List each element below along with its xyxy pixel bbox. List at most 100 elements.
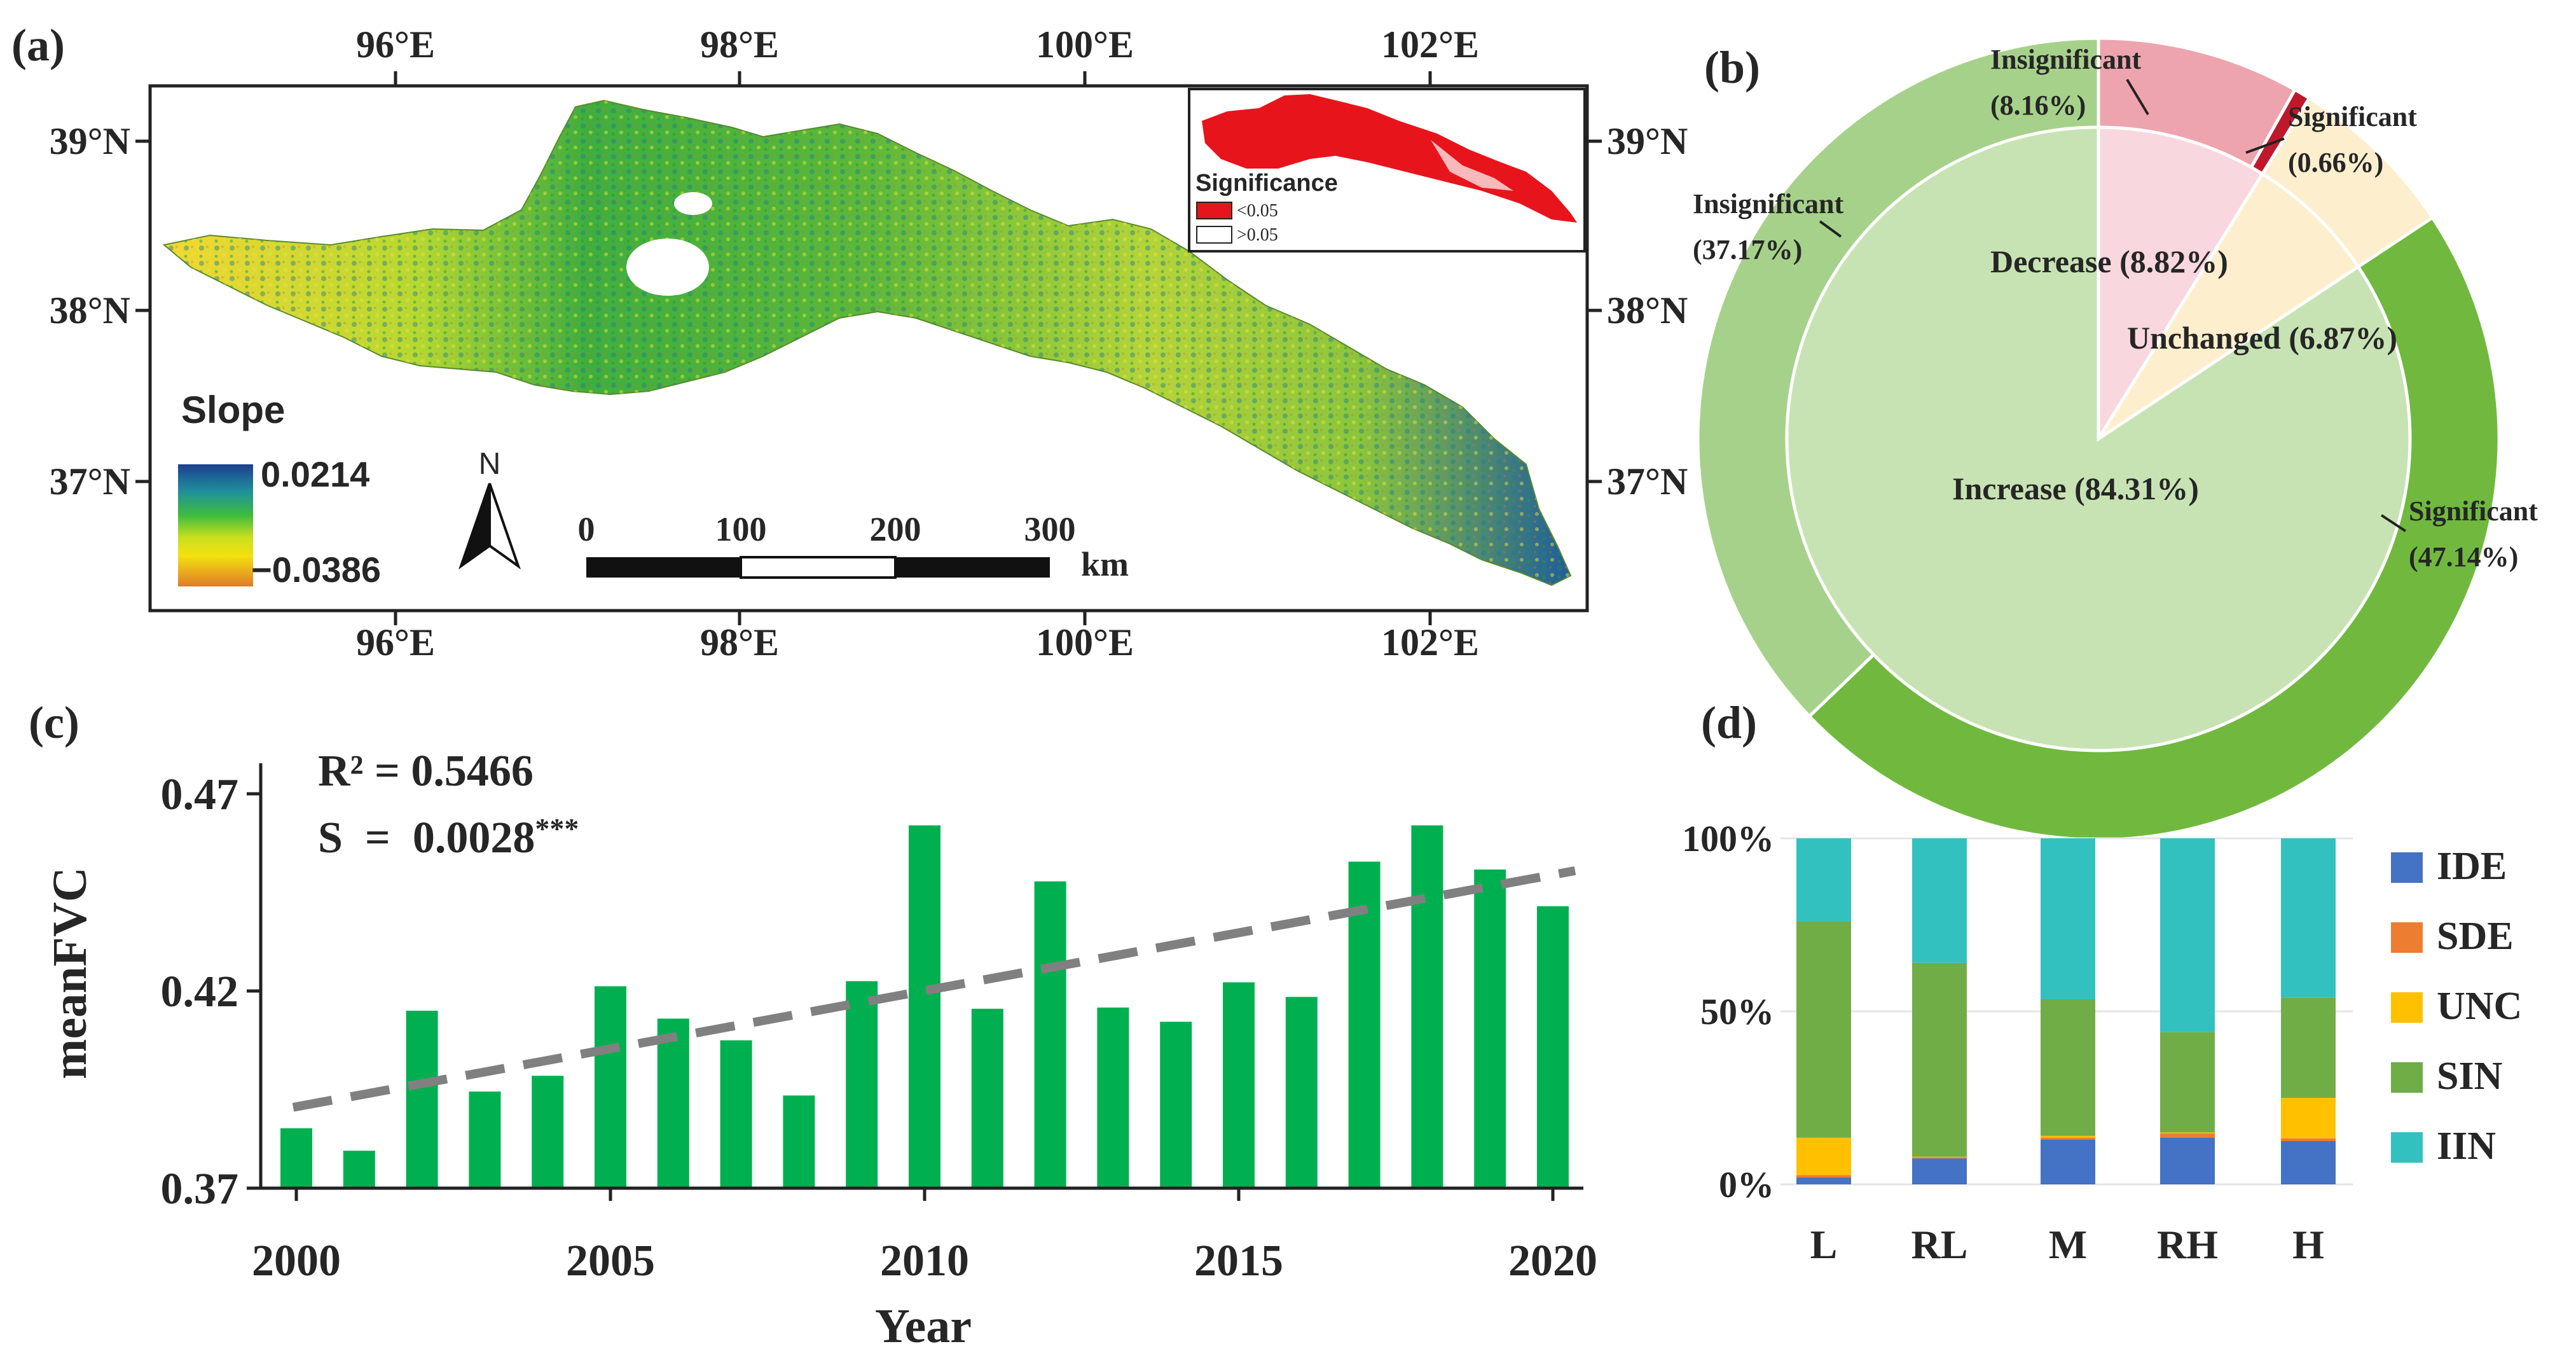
stack-segment	[1796, 1177, 1851, 1184]
stack-segment	[2281, 1098, 2336, 1139]
lon-tick-top: 100°E	[1036, 24, 1134, 66]
callout-line	[2126, 78, 2149, 116]
stack-legend-label: SDE	[2437, 915, 2514, 958]
slope-legend-title: Slope	[181, 389, 285, 431]
fvc-axes	[259, 763, 1583, 1190]
callout-line	[2380, 514, 2407, 532]
panel-a: (a) 96°E 98°E 100°E 102°E 96°E 98°E	[11, 20, 1688, 663]
slope-annotation-value: S = 0.0028	[318, 814, 535, 863]
panel-c-label: (c)	[29, 697, 79, 748]
panel-c: (c) 0.37 0.42 0.47 2000 2005 2010 2015 2020 me…	[29, 697, 1597, 1353]
fvc-bar	[595, 986, 626, 1188]
stack-segment	[2281, 1141, 2336, 1184]
scale-bar: 0 100 200 300 km	[578, 510, 1129, 583]
slope-colorbar	[178, 464, 253, 586]
stack-legend-swatch	[2391, 992, 2423, 1023]
stack-segment	[1912, 1158, 1967, 1184]
fvc-bar	[406, 1011, 438, 1188]
fvc-bar	[469, 1091, 501, 1188]
fvc-y-tick-label: 0.37	[161, 1165, 239, 1214]
stack-y-tick-label: 100%	[1682, 818, 1774, 859]
lat-tick-right: 38°N	[1607, 289, 1688, 331]
fvc-bar	[1034, 881, 1066, 1188]
fvc-y-tick-label: 0.42	[161, 967, 239, 1016]
lon-tick-bottom: 100°E	[1036, 621, 1134, 663]
callout-name: Insignificant	[1693, 188, 1844, 219]
stack-segment	[2281, 838, 2336, 998]
fvc-y-tick-label: 0.47	[161, 770, 239, 819]
panel-a-label: (a)	[11, 20, 65, 71]
stack-x-tick-label: RH	[2157, 1222, 2218, 1267]
panel-d-label: (d)	[1701, 697, 1757, 748]
fvc-bar	[280, 1128, 312, 1188]
slope-annotation: S = 0.0028***	[318, 812, 579, 863]
inner-label-decrease: Decrease (8.82%)	[1990, 244, 2228, 279]
fvc-x-tick-label: 2000	[252, 1237, 341, 1285]
stack-legend-swatch	[2391, 1132, 2423, 1163]
fvc-bar	[1223, 982, 1255, 1188]
inner-label-unchanged: Unchanged (6.87%)	[2127, 320, 2397, 356]
stack-segment	[2041, 999, 2095, 1136]
fvc-bar	[720, 1040, 752, 1188]
stack-legend: IDE SDE UNC SIN IIN	[2391, 845, 2522, 1168]
fvc-y-axis-title: meanFVC	[43, 867, 97, 1079]
stack-segment	[2041, 1139, 2095, 1184]
inset-legend-swatch-insig	[1196, 226, 1232, 244]
fvc-y-ticks: 0.37 0.42 0.47	[161, 770, 261, 1214]
donut-inner-ring	[1785, 125, 2412, 752]
north-arrow: N	[458, 447, 521, 570]
stack-legend-label: UNC	[2437, 985, 2522, 1028]
fvc-bar	[532, 1076, 564, 1188]
lat-tick-right: 37°N	[1607, 461, 1688, 502]
inset-title: Significance	[1195, 170, 1338, 197]
stack-segment	[1796, 838, 1851, 922]
inset-legend-label: <0.05	[1237, 201, 1278, 221]
lat-tick-right: 39°N	[1607, 120, 1688, 162]
fvc-bar	[1474, 870, 1506, 1188]
stack-segment	[1912, 838, 1967, 963]
fvc-trend-line	[292, 866, 1576, 1112]
stack-legend-label: IIN	[2437, 1125, 2496, 1168]
inset-legend-swatch-sig	[1196, 202, 1232, 219]
stack-x-ticks: L RL M RH H	[1810, 1222, 2324, 1267]
stack-segment	[1912, 1157, 1967, 1159]
lon-tick-bottom: 98°E	[700, 621, 779, 663]
lon-tick-top: 96°E	[356, 24, 435, 66]
fvc-bar	[783, 1095, 815, 1188]
lon-tick-top: 102°E	[1381, 24, 1479, 66]
stack-x-tick-label: RL	[1911, 1222, 1968, 1267]
stack-segment	[1796, 921, 1851, 1138]
fvc-bar	[1097, 1008, 1129, 1188]
stack-segment	[2160, 1137, 2215, 1184]
north-label: N	[479, 447, 501, 481]
fvc-x-tick-label: 2010	[880, 1237, 969, 1285]
stack-segment	[2281, 1138, 2336, 1141]
stack-legend-label: SIN	[2437, 1055, 2502, 1098]
fvc-bar-series	[280, 825, 1569, 1188]
inset-legend-label: >0.05	[1237, 225, 1278, 245]
fvc-bar	[909, 825, 940, 1188]
stack-segment	[2041, 1137, 2095, 1140]
callout-value: (8.16%)	[1990, 90, 2086, 121]
scale-unit: km	[1081, 545, 1129, 583]
north-arrow-icon	[488, 483, 521, 570]
callout-line	[2245, 137, 2285, 154]
lat-tick-left: 38°N	[50, 289, 130, 331]
outer-callouts: Insignificant (8.16%) Significant (0.66%…	[1693, 44, 2538, 572]
lon-tick-bottom: 102°E	[1381, 621, 1479, 663]
stack-segment	[2041, 1135, 2095, 1138]
map-frame	[148, 84, 1589, 613]
callout-name: Significant	[2288, 101, 2417, 132]
callout-line	[1819, 220, 1842, 238]
significance-inset: Significance <0.05 >0.05	[1188, 88, 1586, 253]
scale-label: 300	[1024, 510, 1076, 548]
fvc-bar	[1285, 997, 1318, 1188]
map-top-ticks	[135, 71, 1602, 625]
stack-y-tick-label: 50%	[1700, 991, 1774, 1032]
stack-legend-swatch	[2391, 1062, 2423, 1093]
panel-d: (d) 0% 50% 100% L RL M RH H IDE SDE UNC SIN IIN	[1682, 697, 2522, 1267]
callout-value: (0.66%)	[2288, 147, 2383, 178]
panel-b-label: (b)	[1704, 42, 1760, 93]
stack-segment	[2160, 1133, 2215, 1138]
